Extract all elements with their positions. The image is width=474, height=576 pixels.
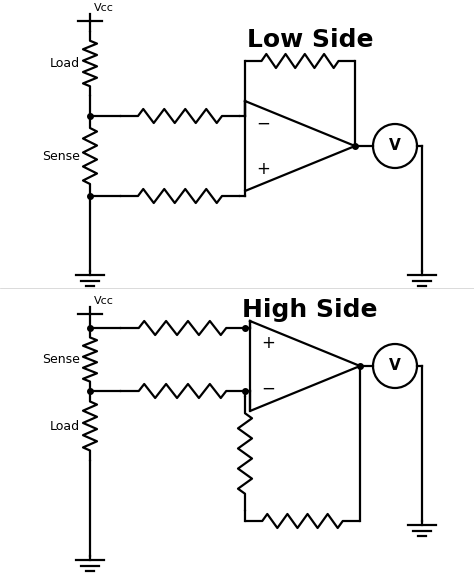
Text: −: −	[261, 380, 275, 397]
Text: +: +	[256, 160, 270, 177]
Text: Vcc: Vcc	[93, 295, 113, 306]
Text: High Side: High Side	[242, 298, 378, 322]
Text: V: V	[389, 138, 401, 153]
Text: +: +	[261, 335, 275, 353]
Text: Vcc: Vcc	[93, 3, 113, 13]
Text: Sense: Sense	[42, 353, 80, 366]
Text: Low Side: Low Side	[247, 28, 373, 52]
Text: V: V	[389, 358, 401, 373]
Text: Sense: Sense	[42, 150, 80, 162]
Text: −: −	[256, 115, 270, 132]
Text: Load: Load	[50, 419, 80, 433]
Text: Load: Load	[50, 57, 80, 70]
